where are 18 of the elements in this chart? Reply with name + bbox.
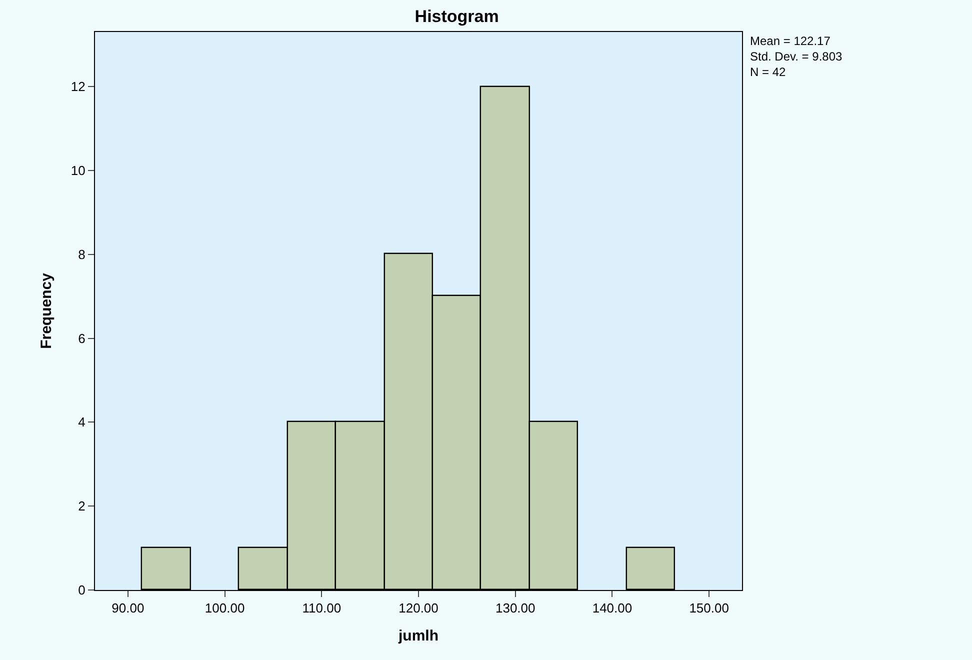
x-tick-label: 110.00 [302,600,342,616]
y-axis-title: Frequency [38,272,56,349]
x-axis-title: jumlh [398,628,438,645]
text: Mean = 122.17 Std. Dev. = 9.803 N = 42 [750,34,842,80]
y-tick-label: 0 [78,582,86,598]
x-tick-label: 120.00 [398,600,438,616]
x-tick-label: 130.00 [495,600,536,616]
x-tick-label: 90.00 [112,600,144,616]
x-tick-label: 150.00 [689,600,729,616]
y-tick-label: 4 [78,414,86,430]
x-tick-label: 100.00 [204,600,245,616]
y-tick-label: 12 [70,79,86,94]
x-tick-label: 140.00 [592,600,632,616]
y-tick-label: 8 [78,246,86,262]
chart-title: Histogram [414,6,499,26]
y-tick-label: 6 [78,330,86,346]
y-tick-label: 2 [78,498,86,514]
y-tick-label: 10 [70,163,86,178]
